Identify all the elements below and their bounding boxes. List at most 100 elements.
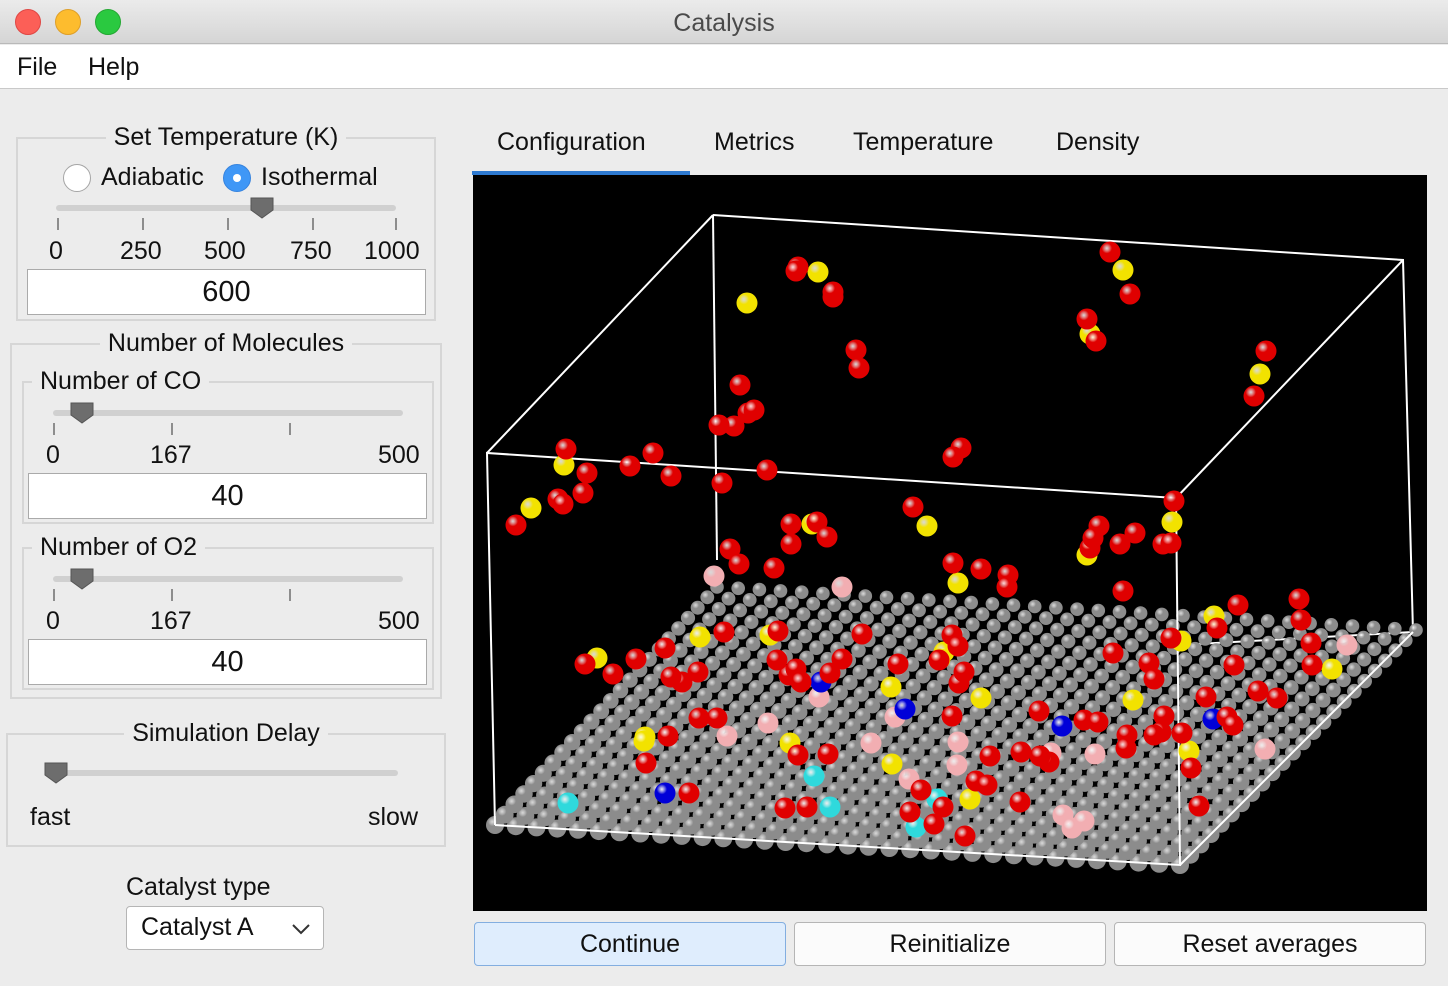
- co-value-field[interactable]: 40: [28, 473, 427, 519]
- surface-atom: [563, 733, 581, 751]
- oxygen-atom: [1115, 737, 1137, 759]
- surface-atom: [812, 705, 829, 722]
- adsorbed-carbon-atom: [819, 796, 841, 818]
- slider-tick: [171, 423, 173, 435]
- minimize-window-button[interactable]: [55, 9, 81, 35]
- catalyst-selected-value: Catalyst A: [141, 913, 254, 941]
- co-slider[interactable]: [24, 399, 432, 445]
- oxygen-atom: [774, 797, 796, 819]
- surface-atom: [1033, 729, 1050, 746]
- catalyst-type-select[interactable]: Catalyst A: [126, 906, 324, 950]
- surface-atom: [714, 645, 730, 661]
- adiabatic-label[interactable]: Adiabatic: [101, 163, 204, 191]
- simulation-viewport[interactable]: [473, 175, 1427, 911]
- close-window-button[interactable]: [15, 9, 41, 35]
- menu-help[interactable]: Help: [88, 53, 140, 81]
- oxygen-atom: [1223, 654, 1245, 676]
- adsorbed-oxygen-atom: [831, 576, 853, 598]
- tab-configuration[interactable]: Configuration: [497, 128, 646, 156]
- temperature-slider[interactable]: [18, 194, 434, 254]
- surface-atom: [742, 593, 757, 607]
- surface-atom: [1283, 680, 1299, 695]
- surface-atom: [614, 704, 631, 721]
- surface-atom: [1231, 687, 1247, 703]
- surface-atom: [1020, 653, 1035, 668]
- surface-atom: [929, 744, 946, 762]
- surface-atom: [1168, 683, 1184, 699]
- simulation-3d-view[interactable]: [473, 175, 1427, 911]
- surface-atom: [1086, 765, 1104, 782]
- title-bar: Catalysis: [0, 0, 1448, 44]
- oxygen-atom: [1028, 700, 1050, 722]
- oxygen-atom: [1119, 283, 1141, 305]
- oxygen-atom: [816, 526, 838, 548]
- slider-thumb[interactable]: [250, 197, 274, 219]
- oxygen-atom: [1300, 632, 1322, 654]
- isothermal-label[interactable]: Isothermal: [261, 163, 378, 191]
- isothermal-radio[interactable]: [223, 164, 251, 192]
- surface-atom: [990, 705, 1007, 721]
- surface-atom: [833, 706, 850, 723]
- surface-atom: [1209, 664, 1225, 680]
- tab-temperature[interactable]: Temperature: [853, 128, 994, 156]
- catalyst-site-atom: [1051, 715, 1073, 737]
- temperature-group-title: Set Temperature (K): [105, 123, 347, 151]
- surface-atom: [737, 668, 753, 684]
- reset-averages-button[interactable]: Reset averages: [1114, 922, 1426, 966]
- delay-group-title: Simulation Delay: [124, 719, 328, 747]
- oxygen-atom: [1009, 791, 1031, 813]
- slider-track[interactable]: [53, 410, 403, 416]
- continue-button[interactable]: Continue: [474, 922, 786, 966]
- oxygen-atom: [1112, 580, 1134, 602]
- tab-metrics[interactable]: Metrics: [714, 128, 795, 156]
- surface-atom: [1007, 620, 1022, 635]
- oxygen-atom: [848, 357, 870, 379]
- o2-slider[interactable]: [24, 565, 432, 611]
- reinitialize-button[interactable]: Reinitialize: [794, 922, 1106, 966]
- slider-thumb[interactable]: [70, 402, 94, 424]
- surface-atom: [1188, 663, 1204, 679]
- surface-atom: [927, 701, 944, 718]
- delay-max-label: slow: [368, 803, 419, 831]
- surface-atom: [996, 608, 1011, 623]
- surface-atom: [1012, 728, 1029, 745]
- surface-atom: [602, 692, 619, 709]
- temperature-value-field[interactable]: 600: [27, 269, 426, 315]
- co-tick-label: 0: [46, 441, 60, 469]
- surface-atom: [1260, 614, 1275, 628]
- o2-value-field[interactable]: 40: [28, 639, 427, 685]
- surface-atom: [1002, 760, 1020, 777]
- slider-track[interactable]: [56, 205, 396, 211]
- oxygen-atom: [1160, 627, 1182, 649]
- co-tick-label: 167: [150, 441, 192, 469]
- slider-track[interactable]: [46, 770, 398, 776]
- surface-atom: [843, 696, 860, 713]
- surface-atom: [1013, 771, 1031, 789]
- temperature-tick-label: 1000: [364, 237, 420, 265]
- surface-atom: [680, 610, 696, 626]
- slider-track[interactable]: [53, 576, 403, 582]
- zoom-window-button[interactable]: [95, 9, 121, 35]
- surface-atom: [958, 692, 975, 709]
- menu-file[interactable]: File: [17, 53, 58, 81]
- surface-atom: [654, 685, 671, 701]
- adiabatic-radio[interactable]: [63, 164, 91, 192]
- slider-thumb[interactable]: [44, 762, 68, 784]
- slider-thumb[interactable]: [70, 568, 94, 590]
- surface-atom: [1222, 762, 1239, 779]
- surface-atom: [633, 683, 650, 700]
- delay-slider[interactable]: [8, 759, 444, 791]
- oxygen-atom: [1255, 340, 1277, 362]
- oxygen-atom: [1195, 686, 1217, 708]
- oxygen-atom: [953, 661, 975, 683]
- surface-atom: [706, 677, 722, 693]
- surface-atom: [1177, 652, 1193, 667]
- tab-density[interactable]: Density: [1056, 128, 1140, 156]
- surface-atom: [1388, 621, 1402, 636]
- surface-atom: [716, 667, 732, 683]
- surface-atom: [593, 703, 610, 720]
- surface-atom: [827, 598, 842, 612]
- surface-atom: [731, 743, 748, 761]
- surface-atom: [1017, 609, 1032, 624]
- oxygen-atom: [932, 796, 954, 818]
